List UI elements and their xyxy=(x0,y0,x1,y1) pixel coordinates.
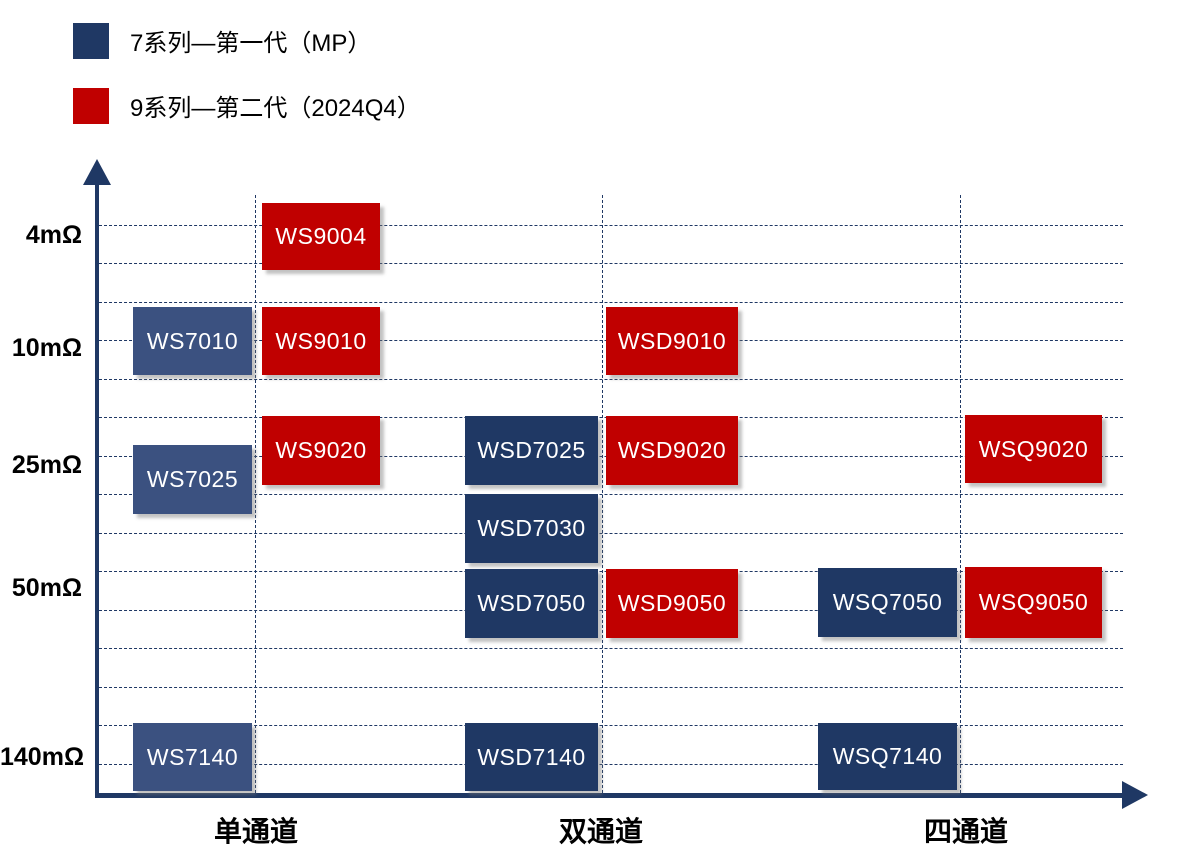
y-tick-10mΩ: 10mΩ xyxy=(11,334,82,362)
product-box-WS9004: WS9004 xyxy=(262,203,380,270)
product-box-WSQ7140: WSQ7140 xyxy=(818,723,957,790)
h-gridline xyxy=(99,379,1123,380)
y-axis-line xyxy=(95,178,99,795)
product-box-WSD9020: WSD9020 xyxy=(606,416,738,485)
y-tick-4mΩ: 4mΩ xyxy=(25,221,82,249)
x-axis-arrow-icon xyxy=(1122,781,1148,809)
h-gridline xyxy=(99,725,1123,726)
product-box-WSD9010: WSD9010 xyxy=(606,307,738,375)
x-tick-双通道: 双通道 xyxy=(558,816,644,847)
legend-item-series7: 7系列—第一代（MP） xyxy=(73,22,371,59)
series9-label: 9系列—第二代（2024Q4） xyxy=(130,95,421,122)
product-box-WS7010: WS7010 xyxy=(133,307,252,375)
product-box-WSD7025: WSD7025 xyxy=(465,416,598,485)
v-gridline xyxy=(602,195,603,793)
series7-swatch-icon xyxy=(73,22,109,59)
h-gridline xyxy=(99,687,1123,688)
legend-item-series9: 9系列—第二代（2024Q4） xyxy=(73,87,421,124)
product-box-WSQ9020: WSQ9020 xyxy=(965,415,1102,483)
product-box-WSQ7050: WSQ7050 xyxy=(818,568,957,637)
h-gridline xyxy=(99,494,1123,495)
product-box-WS7025: WS7025 xyxy=(133,445,252,514)
v-gridline xyxy=(960,195,961,793)
h-gridline xyxy=(99,225,1123,226)
product-box-WS9010: WS9010 xyxy=(262,307,380,375)
h-gridline xyxy=(99,263,1123,264)
product-box-WSQ9050: WSQ9050 xyxy=(965,567,1102,638)
product-box-WSD7140: WSD7140 xyxy=(465,723,598,791)
v-gridline xyxy=(255,195,256,793)
x-axis-line xyxy=(95,793,1125,798)
y-axis-arrow-icon xyxy=(83,159,111,185)
product-box-WSD9050: WSD9050 xyxy=(606,569,738,638)
product-box-WSD7030: WSD7030 xyxy=(465,494,598,563)
h-gridline xyxy=(99,533,1123,534)
h-gridline xyxy=(99,648,1123,649)
product-box-WS9020: WS9020 xyxy=(262,416,380,485)
y-tick-50mΩ: 50mΩ xyxy=(11,574,82,602)
y-tick-140mΩ: 140mΩ xyxy=(0,743,84,771)
series7-label: 7系列—第一代（MP） xyxy=(130,30,372,57)
series9-swatch-icon xyxy=(73,87,109,124)
product-box-WS7140: WS7140 xyxy=(133,723,252,791)
product-box-WSD7050: WSD7050 xyxy=(465,569,598,638)
h-gridline xyxy=(99,764,1123,765)
x-tick-四通道: 四通道 xyxy=(923,816,1009,847)
y-tick-25mΩ: 25mΩ xyxy=(11,451,82,479)
x-tick-单通道: 单通道 xyxy=(213,816,299,847)
h-gridline xyxy=(99,302,1123,303)
